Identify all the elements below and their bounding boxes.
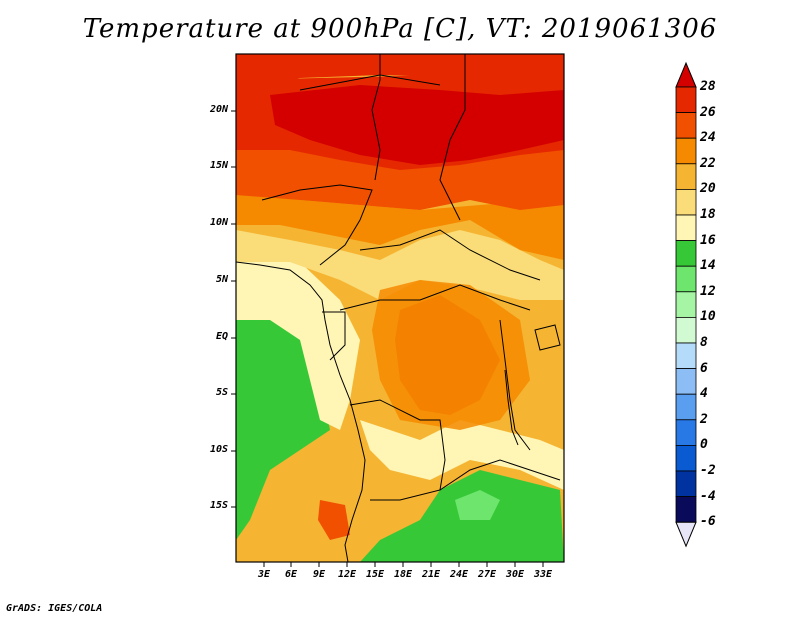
lon-label-33e: 33E [533,569,553,580]
colorbar-box [675,265,697,293]
lake-tanganyika [504,369,519,446]
field-band-24-26-south [318,500,350,540]
temperature-field [236,54,564,562]
lon-label-30e: 30E [505,569,525,580]
grads-credit: GrADS: IGES/COLA [6,603,103,614]
lat-label-10n: 10N [209,217,228,228]
colorbar-tick-label: -2 [700,463,716,478]
border-libya [299,74,441,91]
colorbar-tick-label: 14 [700,258,716,274]
colorbar-under-triangle [675,521,697,548]
coastline [236,261,366,562]
border-angola [349,399,446,501]
colorbar-tick-label: 0 [700,437,708,453]
colorbar-box [675,419,697,446]
lon-label-9e: 9E [312,569,326,580]
border-drc-north [339,284,531,311]
colorbar-box [675,316,697,344]
field-band-18-20 [236,230,564,300]
colorbar-box [675,86,697,114]
colorbar-box [675,240,697,267]
colorbar [675,61,697,548]
lon-label-3e: 3E [257,569,271,580]
country-borders [236,54,561,562]
axis-ticks [231,110,544,567]
border-gabon [322,311,346,361]
colorbar-tick-label: 28 [700,79,716,94]
lat-label-5n: 5N [215,274,228,285]
border-niger-chad [371,54,381,181]
colorbar-tick-label: 26 [700,104,716,120]
colorbar-over-triangle [675,61,697,88]
colorbar-tick-label: 22 [700,155,716,171]
lat-label-10s: 10S [209,444,228,455]
field-band-22-24 [236,190,564,260]
colorbar-box [675,444,697,472]
lon-label-27e: 27E [477,569,497,580]
lon-label-12e: 12E [337,569,357,580]
colorbar-box [675,112,697,139]
colorbar-tick-label: 20 [700,181,716,197]
lon-label-21e: 21E [421,569,441,580]
colorbar-box [675,163,697,190]
lon-label-24e: 24E [449,569,469,580]
colorbar-tick-label: 12 [700,283,716,299]
border-nigeria [261,184,373,266]
colorbar-box [675,368,697,395]
colorbar-tick-label: -4 [700,488,716,504]
map-frame [235,53,565,563]
colorbar-tick-label: 6 [700,360,708,376]
field-band-22-24-basin [372,280,530,430]
field-band-over-28 [270,85,564,165]
lon-label-6e: 6E [284,569,298,580]
colorbar-box [675,496,697,523]
lat-label-5s: 5S [215,387,228,398]
lon-label-15e: 15E [365,569,385,580]
lat-label-15s: 15S [209,500,228,511]
colorbar-box [675,291,697,318]
colorbar-box [675,470,697,498]
lat-label-eq: EQ [215,331,228,342]
lat-label-15n: 15N [209,160,228,171]
colorbar-box [675,393,697,421]
border-chad-sudan [439,54,466,221]
lon-label-18e: 18E [393,569,413,580]
field-band-24-26 [236,140,564,210]
colorbar-tick-label: -6 [700,514,716,530]
colorbar-tick-label: 4 [700,386,708,402]
colorbar-box [675,188,697,216]
colorbar-tick-label: 10 [700,309,716,325]
field-band-16-18-east [360,420,564,490]
colorbar-tick-label: 8 [700,335,708,350]
border-drc-east [499,319,531,451]
colorbar-tick-label: 2 [700,411,708,427]
field-band-12-14 [455,490,500,520]
lat-label-20n: 20N [209,104,228,115]
colorbar-tick-label: 16 [700,232,716,248]
border-zambia [439,459,561,491]
border-car [359,229,541,281]
field-band-16-18 [236,262,360,430]
field-band-26-28-top [236,54,564,90]
colorbar-tick-label: 18 [700,207,716,222]
chart-title: Temperature at 900hPa [C], VT: 201906130… [82,14,718,44]
colorbar-box [675,137,697,165]
colorbar-box [675,214,697,242]
colorbar-tick-label: 24 [700,130,716,146]
lake-victoria [534,324,561,351]
colorbar-box [675,342,697,370]
